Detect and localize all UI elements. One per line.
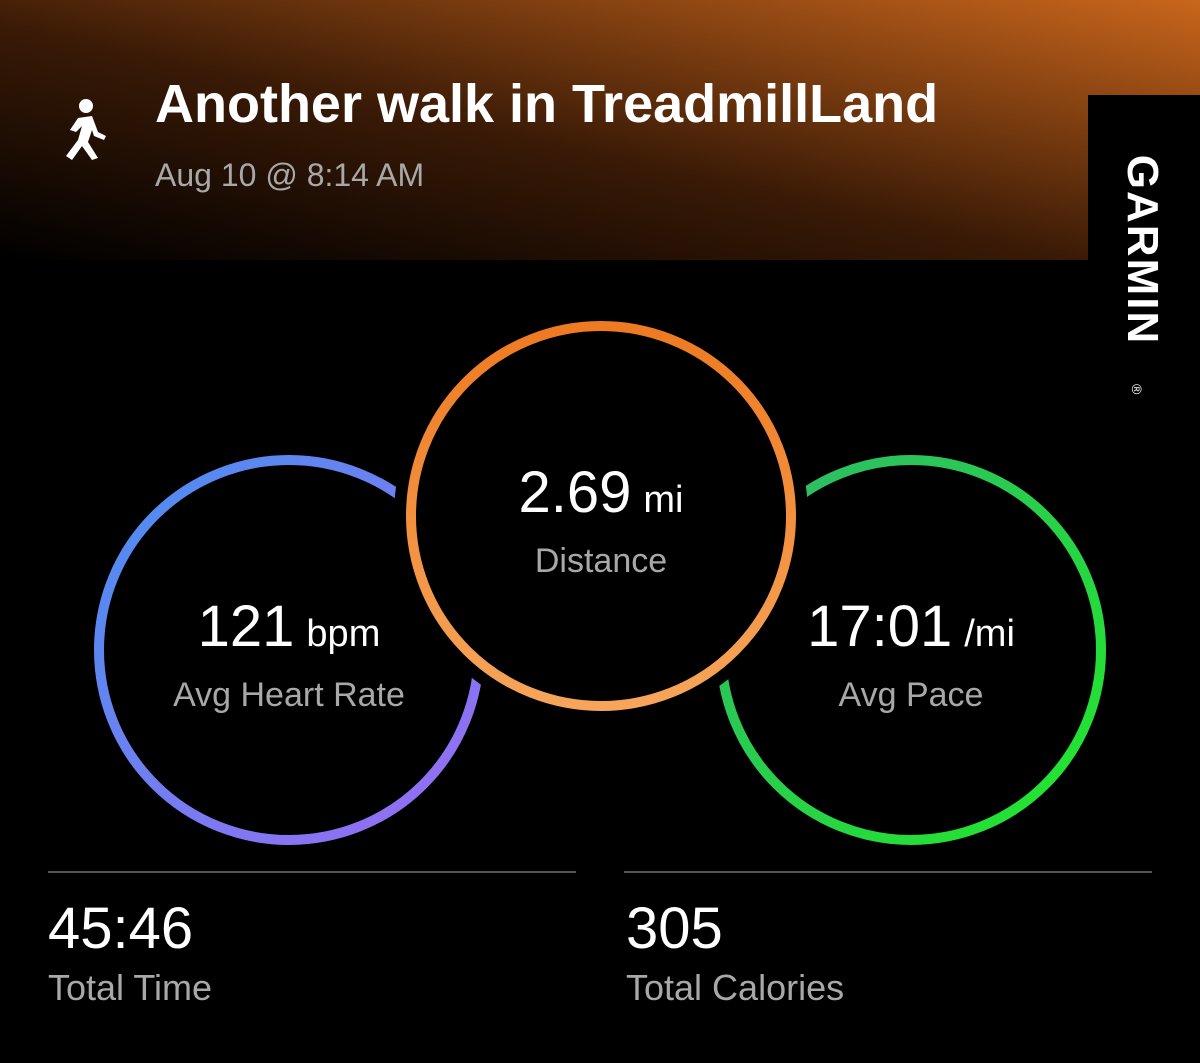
ring-label: Distance: [535, 542, 667, 580]
ring-label: Avg Pace: [839, 676, 984, 714]
ring-unit: bpm: [306, 613, 380, 655]
brand-name: GARMIN: [1118, 155, 1167, 345]
brand-group: GARMIN ®: [1118, 155, 1167, 395]
stat-label: Total Calories: [626, 967, 844, 1008]
ring-unit: mi: [643, 479, 683, 521]
ring-value-line: 17:01/mi: [807, 594, 1015, 659]
stat-label: Total Time: [48, 967, 212, 1008]
brand-mark: ®: [1129, 384, 1145, 395]
walk-icon: [66, 99, 106, 160]
activity-title: Another walk in TreadmillLand: [155, 74, 938, 134]
ring-value: 17:01: [807, 594, 952, 659]
ring: [406, 321, 796, 711]
ring-unit: /mi: [964, 613, 1015, 655]
stat-value: 45:46: [48, 896, 193, 961]
stat-value: 305: [626, 896, 723, 961]
header-band: [0, 0, 1200, 260]
brand-panel: [1088, 95, 1200, 405]
ring-value-line: 121 bpm: [198, 594, 381, 659]
activity-date: Aug 10 @ 8:14 AM: [155, 157, 424, 193]
ring-value: 121: [198, 594, 295, 659]
ring-value-line: 2.69 mi: [519, 460, 684, 525]
ring-label: Avg Heart Rate: [173, 676, 405, 714]
stats: 45:46 Total Time 305 Total Calories: [48, 896, 844, 1008]
ring-value: 2.69: [519, 460, 632, 525]
